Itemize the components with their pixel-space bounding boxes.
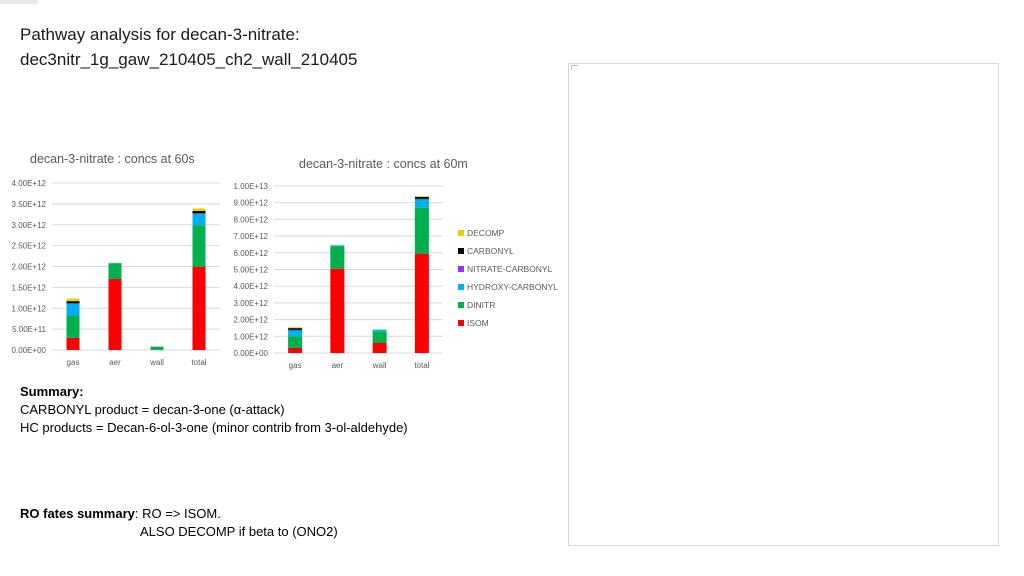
- bar-carbonyl-gas: [288, 328, 303, 330]
- chart-1-title: decan-3-nitrate : concs at 60s: [30, 152, 195, 166]
- legend-swatch: [458, 284, 464, 290]
- bar-hydroxy-carbonyl-aer: [330, 245, 345, 247]
- y-tick-label: 5.00E+11: [12, 325, 46, 334]
- x-tick-label: gas: [289, 361, 302, 370]
- y-tick-label: 2.00E+12: [12, 263, 47, 272]
- y-tick-label: 9.00E+12: [234, 199, 269, 208]
- legend-item-isom: ISOM: [458, 314, 558, 332]
- summary-line-2: HC products = Decan-6-ol-3-one (minor co…: [20, 420, 408, 435]
- bar-nitrate-carbonyl-gas: [288, 329, 303, 331]
- y-tick-label: 0.00E+00: [12, 346, 47, 355]
- bar-dinitr-wall: [150, 346, 164, 350]
- chart-2: 0.00E+00 1.00E+12 2.00E+12 3.00E+12 4.00E+12…: [234, 182, 443, 370]
- x-tick-label: wall: [372, 361, 387, 370]
- bar-isom-aer: [330, 268, 345, 353]
- corner-thumbnail: [0, 0, 38, 4]
- legend-item-dinitr: DINITR: [458, 296, 558, 314]
- bar-nitrate-carbonyl-total: [192, 213, 206, 214]
- ro-fates-block: RO fates summary: RO => ISOM. ALSO DECOM…: [20, 505, 338, 541]
- y-tick-label: 5.00E+12: [234, 266, 269, 275]
- chart-2-title: decan-3-nitrate : concs at 60m: [299, 157, 468, 171]
- legend-item-nitrate-carbonyl: NITRATE-CARBONYL: [458, 260, 558, 278]
- y-tick-label: 2.50E+12: [12, 242, 47, 251]
- ro-line-1: : RO => ISOM.: [134, 506, 221, 521]
- bar-hydroxy-carbonyl-wall: [372, 329, 387, 332]
- y-tick-label: 6.00E+12: [234, 249, 269, 258]
- legend-label: ISOM: [467, 318, 489, 328]
- legend-swatch: [458, 248, 464, 254]
- bar-dinitr-total: [192, 225, 206, 267]
- legend-swatch: [458, 266, 464, 272]
- legend-label: NITRATE-CARBONYL: [467, 264, 553, 274]
- summary-block: Summary: CARBONYL product = decan-3-one …: [20, 383, 408, 437]
- bar-hydroxy-carbonyl-total: [414, 198, 429, 208]
- ro-line-2: ALSO DECOMP if beta to (ONO2): [140, 524, 338, 539]
- bar-hydroxy-carbonyl-gas: [288, 329, 303, 337]
- bar-hydroxy-carbonyl-total: [192, 213, 206, 226]
- bar-carbonyl-gas: [66, 301, 80, 304]
- title-line-2: dec3nitr_1g_gaw_210405_ch2_wall_210405: [20, 50, 358, 69]
- broken-image-icon: [571, 65, 578, 70]
- legend-swatch: [458, 320, 464, 326]
- y-tick-label: 7.00E+12: [234, 232, 269, 241]
- bar-isom-gas: [66, 337, 80, 350]
- bar-nitrate-carbonyl-total: [414, 198, 429, 200]
- legend-swatch: [458, 230, 464, 236]
- bar-carbonyl-total: [414, 197, 429, 199]
- y-tick-label: 2.00E+12: [234, 316, 269, 325]
- x-tick-label: total: [191, 358, 206, 367]
- bar-carbonyl-total: [192, 210, 206, 214]
- bar-decomp-total: [414, 196, 429, 198]
- bar-dinitr-aer: [330, 246, 345, 269]
- bar-dinitr-gas: [66, 315, 80, 338]
- legend-item-decomp: DECOMP: [458, 224, 558, 242]
- title-line-1: Pathway analysis for decan-3-nitrate:: [20, 25, 300, 44]
- y-tick-label: 8.00E+12: [234, 215, 269, 224]
- bar-decomp-gas: [288, 327, 303, 329]
- x-tick-label: aer: [109, 358, 121, 367]
- legend-label: HYDROXY-CARBONYL: [467, 282, 558, 292]
- summary-heading: Summary:: [20, 384, 84, 399]
- bar-decomp-gas: [66, 298, 80, 302]
- legend-label: DECOMP: [467, 228, 505, 238]
- y-tick-label: 1.50E+12: [12, 283, 47, 292]
- bar-isom-total: [414, 253, 429, 353]
- image-placeholder-panel: [568, 63, 999, 546]
- bar-dinitr-total: [414, 207, 429, 254]
- x-tick-label: total: [414, 361, 429, 370]
- bar-isom-gas: [288, 347, 303, 353]
- legend-label: CARBONYL: [467, 246, 514, 256]
- bar-isom-total: [192, 266, 206, 350]
- y-tick-label: 4.00E+12: [12, 179, 47, 188]
- chart-1: 0.00E+00 5.00E+11 1.00E+12 1.50E+12 2.00E+12…: [12, 179, 220, 367]
- y-tick-label: 4.00E+12: [234, 282, 269, 291]
- y-tick-label: 1.00E+13: [234, 182, 269, 191]
- bar-isom-aer: [108, 279, 122, 350]
- y-tick-label: 3.50E+12: [12, 200, 47, 209]
- bar-isom-wall: [372, 342, 387, 353]
- y-tick-label: 3.00E+12: [12, 221, 47, 230]
- legend-item-carbonyl: CARBONYL: [458, 242, 558, 260]
- y-tick-label: 0.00E+00: [234, 349, 269, 358]
- summary-line-1: CARBONYL product = decan-3-one (α-attack…: [20, 402, 285, 417]
- bar-hydroxy-carbonyl-gas: [66, 303, 80, 316]
- x-tick-label: gas: [67, 358, 80, 367]
- page-title: Pathway analysis for decan-3-nitrate: de…: [20, 22, 357, 72]
- bar-dinitr-gas: [288, 336, 303, 348]
- bar-dinitr-wall: [372, 331, 387, 343]
- y-tick-label: 3.00E+12: [234, 299, 269, 308]
- bar-decomp-total: [192, 208, 206, 211]
- legend-item-hydroxy-carbonyl: HYDROXY-CARBONYL: [458, 278, 558, 296]
- bar-dinitr-aer: [108, 263, 122, 280]
- bar-nitrate-carbonyl-gas: [66, 303, 80, 304]
- y-tick-label: 1.00E+12: [234, 332, 269, 341]
- x-tick-label: wall: [149, 358, 164, 367]
- y-tick-label: 1.00E+12: [12, 304, 47, 313]
- x-tick-label: aer: [332, 361, 344, 370]
- ro-label: RO fates summary: [20, 506, 135, 521]
- chart-legend: DECOMP CARBONYL NITRATE-CARBONYL HYDROXY-CA…: [458, 224, 558, 332]
- legend-label: DINITR: [467, 300, 496, 310]
- legend-swatch: [458, 302, 464, 308]
